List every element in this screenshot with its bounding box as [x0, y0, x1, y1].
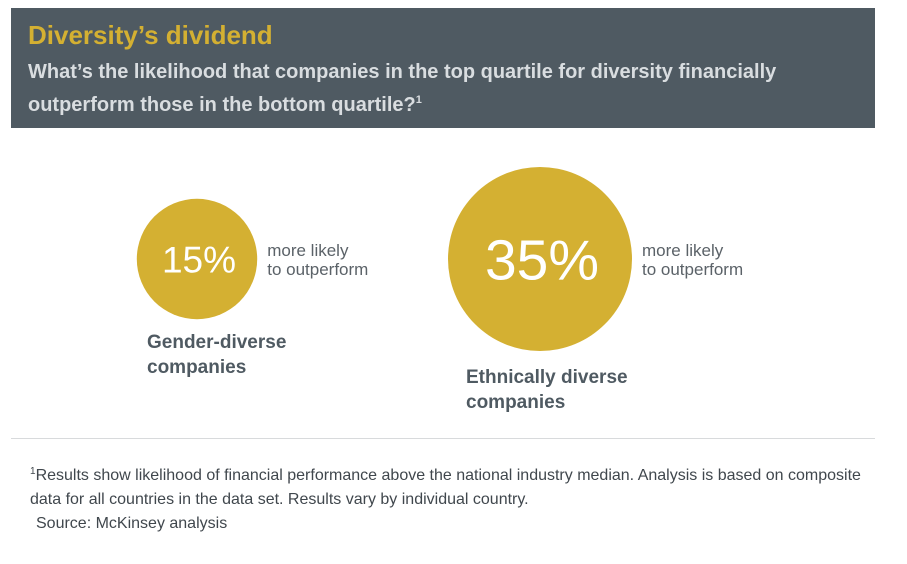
bubble-description-line: more likely — [267, 241, 349, 260]
category-label-line: Ethnically diverse — [466, 367, 628, 388]
header-banner: Diversity’s dividend What’s the likeliho… — [11, 8, 875, 128]
category-label-line: companies — [147, 357, 246, 378]
bubble-value-label: 15% — [162, 239, 236, 280]
source-note: Source: McKinsey analysis — [36, 515, 228, 532]
chart-subtitle: What’s the likelihood that companies in … — [28, 58, 828, 119]
footer-divider — [11, 438, 875, 439]
category-label-line: Gender-diverse — [147, 332, 286, 353]
subtitle-text: What’s the likelihood that companies in … — [28, 61, 777, 116]
footnote-marker: 1 — [30, 466, 36, 477]
footnote: 1Results show likelihood of financial pe… — [30, 460, 875, 512]
bubble-ethnically-diverse-companies — [448, 167, 632, 351]
chart-title: Diversity’s dividend — [28, 20, 273, 50]
bubble-description-line: to outperform — [642, 260, 743, 279]
category-label-line: companies — [466, 392, 565, 413]
bubble-description-line: to outperform — [267, 260, 368, 279]
subtitle-footnote-marker: 1 — [415, 94, 422, 106]
footnote-text: Results show likelihood of financial per… — [30, 467, 861, 508]
bubble-gender-diverse-companies — [136, 198, 258, 320]
bubble-description-line: more likely — [642, 241, 724, 260]
bubble-value-label: 35% — [485, 229, 599, 293]
